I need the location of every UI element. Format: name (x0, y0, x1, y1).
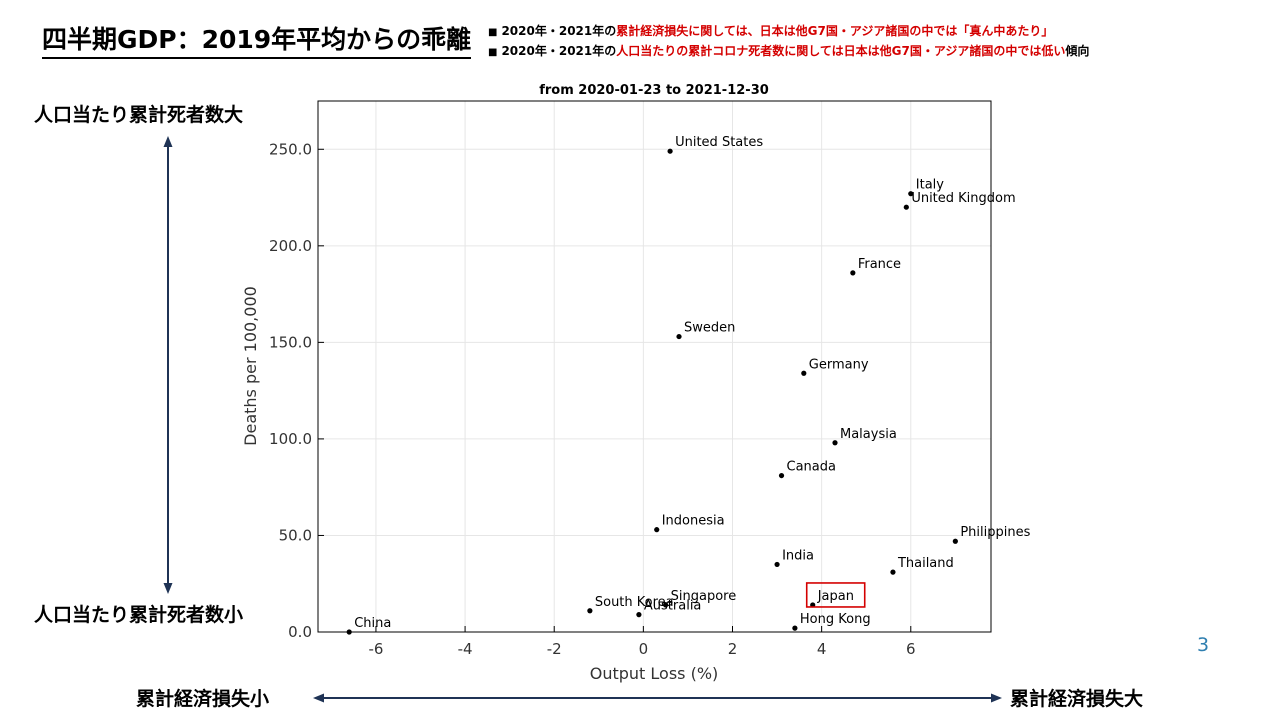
x-right-label: 累計経済損失大 (1010, 688, 1144, 710)
y-top-label: 人口当たり累計死者数大 (34, 104, 244, 126)
data-label: Australia (644, 599, 702, 614)
page-number: 3 (1197, 634, 1210, 656)
bullet-text: 傾向 (1065, 44, 1090, 58)
x-tick-label: 6 (906, 640, 916, 658)
x-tick-label: -2 (547, 640, 562, 658)
y-tick-label: 100.0 (269, 430, 312, 448)
data-label: Indonesia (662, 514, 725, 529)
data-label: South Korea (595, 595, 674, 610)
bullet-text-highlight: 人口当たりの累計コロナ死者数に関しては日本は他G7国・アジア諸国の中では低い (616, 44, 1066, 58)
vertical-double-arrow (163, 136, 173, 594)
data-label: Singapore (671, 589, 737, 604)
data-label: Hong Kong (800, 612, 871, 627)
data-point (832, 440, 838, 446)
y-tick-label: 0.0 (288, 623, 312, 641)
bullet-text-highlight: 累計経済損失に関しては、日本は他G7国・アジア諸国の中では「真ん中あたり」 (616, 24, 1054, 38)
data-label: France (858, 257, 901, 272)
y-tick-label: 150.0 (269, 333, 312, 351)
y-bottom-label: 人口当たり累計死者数小 (34, 604, 244, 626)
slide-title: 四半期GDP：2019年平均からの乖離 (42, 20, 472, 59)
grid-lines (318, 101, 991, 633)
data-point (801, 370, 807, 376)
bullet-square-icon: ■ (488, 47, 498, 58)
bullet-item-economic-loss: ■ 2020年・2021年の累計経済損失に関しては、日本は他G7国・アジア諸国の中… (488, 22, 1089, 42)
data-point (952, 538, 958, 544)
data-point (587, 608, 593, 614)
bullet-square-icon: ■ (488, 27, 498, 38)
data-label: Philippines (960, 525, 1030, 540)
x-tick-label: -6 (368, 640, 383, 658)
bullet-text: 2020年・2021年の (501, 44, 617, 58)
highlight-box (805, 582, 866, 608)
x-tick-label: 2 (728, 640, 738, 658)
data-label: Germany (809, 357, 869, 372)
data-point (778, 472, 785, 479)
data-point (850, 270, 856, 276)
data-point (792, 625, 798, 631)
y-tick-label: 50.0 (279, 526, 312, 544)
data-label: China (354, 616, 391, 631)
data-point (663, 602, 669, 608)
data-label: India (782, 548, 814, 563)
data-label: Sweden (684, 321, 735, 336)
data-point (890, 569, 896, 575)
y-tick-label: 250.0 (269, 140, 312, 158)
y-axis-label: Deaths per 100,000 (241, 286, 260, 446)
data-label: Thailand (897, 556, 954, 571)
bullet-notes: ■ 2020年・2021年の累計経済損失に関しては、日本は他G7国・アジア諸国の中… (488, 22, 1089, 62)
data-point (654, 527, 660, 533)
data-point (774, 561, 780, 568)
axis-ticks: -6 -4 -2 0 2 4 6 0.0 50.0 100.0 150.0 200.0 250.0 (269, 140, 916, 658)
plot-frame (317, 100, 992, 633)
chart-title: from 2020-01-23 to 2021-12-30 (539, 83, 769, 98)
data-label: United Kingdom (911, 191, 1015, 206)
y-tick-label: 200.0 (269, 237, 312, 255)
x-tick-label: 0 (639, 640, 649, 658)
data-point (908, 191, 914, 197)
x-axis-label: Output Loss (%) (590, 664, 719, 683)
data-point (346, 629, 352, 635)
data-point (903, 204, 909, 210)
x-left-label: 累計経済損失小 (136, 688, 270, 710)
horizontal-double-arrow (313, 693, 1002, 703)
data-label: Malaysia (840, 427, 897, 442)
data-point (667, 148, 673, 154)
data-label: Canada (787, 460, 836, 475)
bullet-item-death-rate: ■ 2020年・2021年の人口当たりの累計コロナ死者数に関しては日本は他G7国・… (488, 42, 1089, 62)
bullet-text: 2020年・2021年の (501, 24, 617, 38)
data-point (676, 333, 682, 340)
data-point (636, 612, 642, 618)
x-tick-label: 4 (817, 640, 827, 658)
data-label: Italy (916, 178, 945, 193)
x-tick-label: -4 (458, 640, 473, 658)
data-label: Japan (817, 589, 854, 604)
data-label: United States (675, 135, 763, 150)
